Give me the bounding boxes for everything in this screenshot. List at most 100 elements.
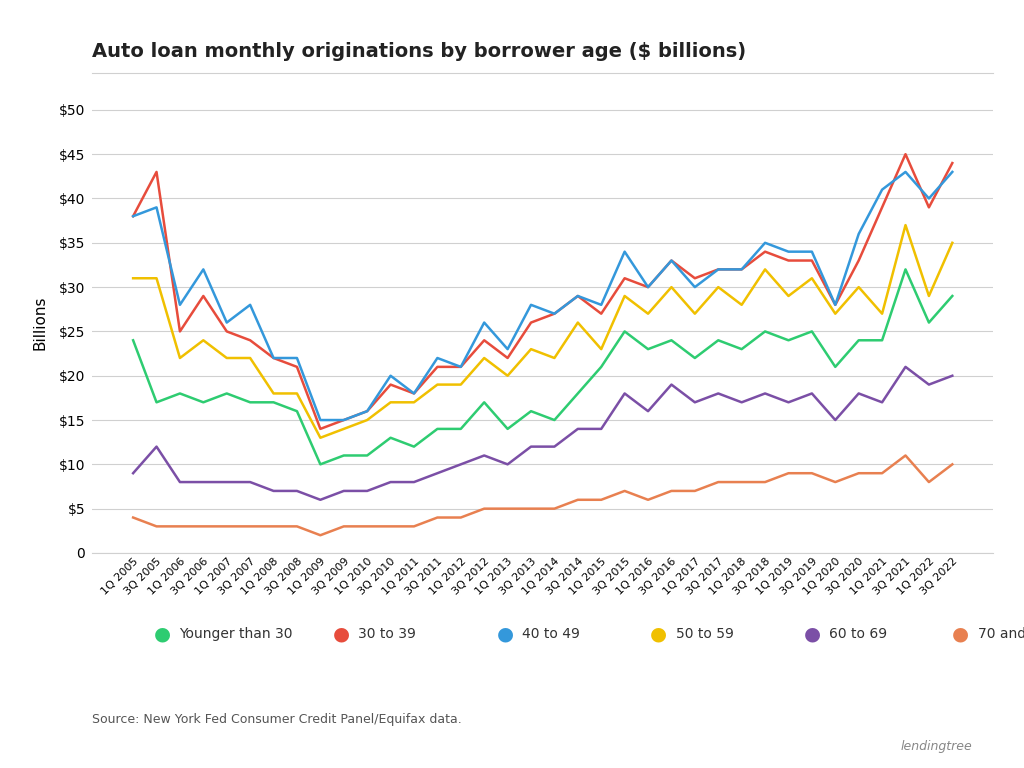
40 to 49 <box>314 415 327 425</box>
50 to 59 <box>314 433 327 442</box>
60 to 69 <box>408 478 420 487</box>
60 to 69 <box>876 398 888 407</box>
30 to 39 <box>244 336 256 345</box>
50 to 59 <box>689 309 701 318</box>
50 to 59 <box>876 309 888 318</box>
Younger than 30 <box>525 406 538 415</box>
Text: Auto loan monthly originations by borrower age ($ billions): Auto loan monthly originations by borrow… <box>92 42 746 61</box>
40 to 49 <box>712 265 724 274</box>
40 to 49 <box>853 230 865 239</box>
30 to 39 <box>174 327 186 336</box>
70 and older <box>174 521 186 531</box>
60 to 69 <box>361 486 374 495</box>
40 to 49 <box>244 300 256 310</box>
70 and older <box>876 468 888 478</box>
Line: 60 to 69: 60 to 69 <box>133 367 952 500</box>
Line: 30 to 39: 30 to 39 <box>133 154 952 429</box>
30 to 39 <box>735 265 748 274</box>
30 to 39 <box>525 318 538 327</box>
70 and older <box>338 521 350 531</box>
30 to 39 <box>759 247 771 257</box>
50 to 59 <box>220 353 232 362</box>
40 to 49 <box>689 283 701 292</box>
50 to 59 <box>478 353 490 362</box>
Text: Source: New York Fed Consumer Credit Panel/Equifax data.: Source: New York Fed Consumer Credit Pan… <box>92 713 462 726</box>
30 to 39 <box>946 158 958 167</box>
Younger than 30 <box>338 451 350 460</box>
70 and older <box>455 513 467 522</box>
Text: lendingtree: lendingtree <box>901 740 973 753</box>
70 and older <box>923 478 935 487</box>
40 to 49 <box>291 353 303 362</box>
50 to 59 <box>502 371 514 380</box>
40 to 49 <box>735 265 748 274</box>
70 and older <box>267 521 280 531</box>
Text: 70 and older: 70 and older <box>978 627 1024 641</box>
70 and older <box>361 521 374 531</box>
Younger than 30 <box>946 291 958 300</box>
Younger than 30 <box>198 398 210 407</box>
40 to 49 <box>502 345 514 354</box>
70 and older <box>127 513 139 522</box>
50 to 59 <box>361 415 374 425</box>
70 and older <box>198 521 210 531</box>
50 to 59 <box>899 220 911 230</box>
Y-axis label: Billions: Billions <box>33 296 47 349</box>
60 to 69 <box>923 380 935 389</box>
40 to 49 <box>759 238 771 247</box>
30 to 39 <box>127 212 139 221</box>
60 to 69 <box>689 398 701 407</box>
60 to 69 <box>220 478 232 487</box>
60 to 69 <box>618 389 631 398</box>
40 to 49 <box>384 371 396 380</box>
60 to 69 <box>198 478 210 487</box>
50 to 59 <box>923 291 935 300</box>
40 to 49 <box>478 318 490 327</box>
Younger than 30 <box>455 424 467 433</box>
40 to 49 <box>525 300 538 310</box>
50 to 59 <box>267 389 280 398</box>
60 to 69 <box>502 460 514 469</box>
30 to 39 <box>291 362 303 372</box>
40 to 49 <box>666 256 678 265</box>
70 and older <box>782 468 795 478</box>
50 to 59 <box>408 398 420 407</box>
30 to 39 <box>642 283 654 292</box>
70 and older <box>571 495 584 505</box>
30 to 39 <box>220 327 232 336</box>
50 to 59 <box>829 309 842 318</box>
Younger than 30 <box>853 336 865 345</box>
Younger than 30 <box>502 424 514 433</box>
30 to 39 <box>806 256 818 265</box>
60 to 69 <box>806 389 818 398</box>
Younger than 30 <box>244 398 256 407</box>
Younger than 30 <box>735 345 748 354</box>
Younger than 30 <box>220 389 232 398</box>
30 to 39 <box>314 424 327 433</box>
40 to 49 <box>876 185 888 194</box>
60 to 69 <box>571 424 584 433</box>
30 to 39 <box>829 300 842 310</box>
70 and older <box>759 478 771 487</box>
Younger than 30 <box>759 327 771 336</box>
Younger than 30 <box>314 460 327 469</box>
40 to 49 <box>782 247 795 257</box>
Younger than 30 <box>384 433 396 442</box>
Text: ●: ● <box>952 624 970 643</box>
40 to 49 <box>431 353 443 362</box>
30 to 39 <box>198 291 210 300</box>
70 and older <box>618 486 631 495</box>
60 to 69 <box>759 389 771 398</box>
40 to 49 <box>806 247 818 257</box>
60 to 69 <box>431 468 443 478</box>
Text: ●: ● <box>154 624 171 643</box>
60 to 69 <box>455 460 467 469</box>
Younger than 30 <box>712 336 724 345</box>
60 to 69 <box>735 398 748 407</box>
60 to 69 <box>127 468 139 478</box>
50 to 59 <box>946 238 958 247</box>
60 to 69 <box>174 478 186 487</box>
Younger than 30 <box>151 398 163 407</box>
Younger than 30 <box>782 336 795 345</box>
30 to 39 <box>151 167 163 177</box>
